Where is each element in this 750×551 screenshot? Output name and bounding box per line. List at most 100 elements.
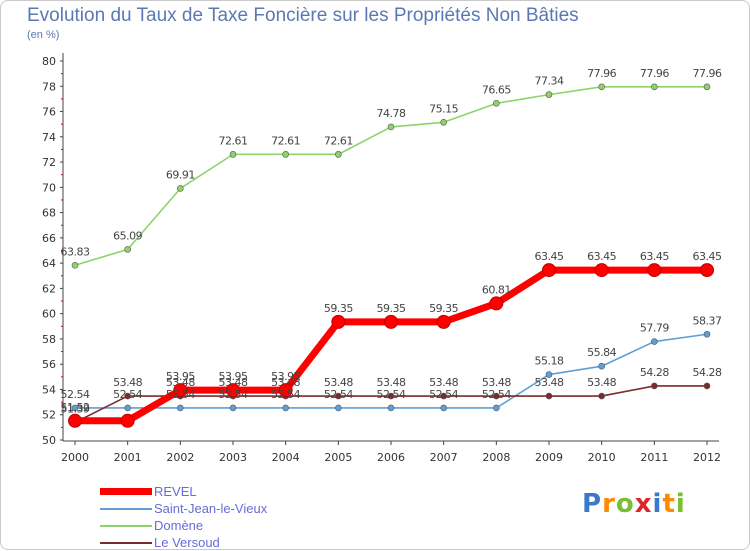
legend-swatch-revel (100, 488, 152, 495)
y-tick-label: 56 (42, 358, 56, 371)
data-point-saint-jean-le-vieux (493, 404, 500, 412)
data-label-le-versoud: 54.28 (693, 366, 722, 379)
data-point-revel (647, 263, 662, 278)
data-label-dom-ne: 77.34 (535, 75, 564, 88)
data-point-revel (700, 263, 714, 278)
data-label-dom-ne: 74.78 (377, 107, 406, 120)
data-point-revel (278, 383, 293, 398)
data-point-dom-ne (124, 246, 131, 253)
data-point-le-versoud (440, 392, 447, 400)
legend-label-revel: REVEL (154, 484, 197, 499)
x-tick-label: 2006 (377, 451, 405, 464)
data-label-le-versoud: 53.48 (482, 376, 511, 389)
y-tick-label: 68 (42, 207, 56, 220)
data-point-dom-ne (282, 151, 289, 158)
data-label-revel: 63.45 (535, 250, 564, 263)
x-tick-label: 2007 (430, 451, 458, 464)
data-label-le-versoud: 53.48 (587, 376, 616, 389)
data-label-saint-jean-le-vieux: 52.54 (429, 388, 458, 401)
x-tick-label: 2009 (535, 451, 563, 464)
legend-item-domene: Domène (100, 517, 267, 534)
x-tick-label: 2008 (482, 451, 510, 464)
data-label-saint-jean-le-vieux: 52.54 (113, 388, 142, 401)
data-label-dom-ne: 76.65 (482, 83, 511, 96)
data-point-dom-ne (545, 91, 553, 98)
data-point-saint-jean-le-vieux (229, 404, 237, 412)
data-label-le-versoud: 53.48 (429, 376, 458, 389)
logo-letter: r (602, 489, 616, 519)
data-label-revel: 63.45 (640, 250, 669, 263)
data-point-saint-jean-le-vieux (598, 362, 605, 370)
data-label-saint-jean-le-vieux: 55.18 (535, 355, 564, 368)
data-label-revel: 53.95 (219, 370, 248, 383)
y-tick-label: 52 (42, 409, 56, 422)
data-point-le-versoud (124, 392, 131, 400)
data-point-revel (436, 314, 451, 329)
y-tick-label: 58 (42, 333, 56, 346)
y-tick-label: 54 (42, 383, 56, 396)
data-point-saint-jean-le-vieux (651, 338, 658, 345)
data-label-dom-ne: 69.91 (166, 168, 195, 181)
data-label-saint-jean-le-vieux: 52.54 (324, 388, 353, 401)
series-points (68, 83, 714, 428)
data-point-dom-ne (335, 151, 342, 158)
x-tick-label: 2005 (324, 451, 352, 464)
data-label-dom-ne: 65.09 (113, 229, 142, 242)
legend-item-saint-jean-le-vieux: Saint-Jean-le-Vieux (100, 500, 267, 517)
logo-letter: P (582, 489, 603, 519)
data-label-revel: 53.95 (166, 370, 195, 383)
data-label-saint-jean-le-vieux: 58.37 (693, 314, 722, 327)
chart-axes: 50 52 54 56 58 60 62 64 66 68 70 72 74 76 78 80 2000 2001… (42, 53, 721, 464)
data-label-le-versoud: 54.28 (640, 366, 669, 379)
data-label-saint-jean-le-vieux: 52.54 (482, 388, 511, 401)
legend-swatch-le-versoud (100, 541, 152, 544)
data-label-revel: 59.35 (429, 302, 458, 315)
data-point-revel (331, 314, 346, 329)
legend: REVEL Saint-Jean-le-Vieux Domène Le Vers… (100, 483, 267, 551)
data-point-saint-jean-le-vieux (71, 404, 79, 412)
legend-swatch-saint-jean-le-vieux (100, 507, 152, 510)
data-label-le-versoud: 53.48 (219, 376, 248, 389)
data-label-saint-jean-le-vieux: 52.54 (219, 388, 248, 401)
data-label-dom-ne: 75.15 (429, 102, 458, 115)
data-point-le-versoud (335, 392, 342, 400)
y-tick-label: 60 (42, 308, 56, 321)
data-point-dom-ne (71, 261, 79, 269)
y-tick-label: 50 (42, 434, 56, 447)
data-label-dom-ne: 72.61 (271, 134, 300, 147)
data-label-le-versoud: 53.48 (271, 376, 300, 389)
data-label-dom-ne: 77.96 (640, 67, 669, 80)
data-point-dom-ne (440, 118, 447, 126)
data-label-le-versoud: 53.48 (113, 376, 142, 389)
chart-title: Evolution du Taux de Taxe Foncière sur l… (27, 5, 579, 26)
legend-label-saint-jean-le-vieux: Saint-Jean-le-Vieux (154, 501, 268, 516)
y-tick-label: 76 (42, 106, 56, 119)
logo-letter: x (634, 489, 653, 519)
data-point-dom-ne (229, 151, 237, 158)
data-label-revel: 60.81 (482, 283, 511, 296)
data-label-saint-jean-le-vieux: 52.54 (166, 388, 195, 401)
logo-letter: i (652, 489, 663, 519)
data-label-dom-ne: 63.83 (61, 245, 90, 258)
x-tick-label: 2001 (114, 451, 142, 464)
data-point-saint-jean-le-vieux (387, 404, 395, 412)
x-tick-label: 2004 (272, 451, 300, 464)
x-tick-label: 2000 (61, 451, 89, 464)
data-label-dom-ne: 77.96 (587, 67, 616, 80)
data-point-saint-jean-le-vieux (177, 404, 184, 412)
x-tick-label: 2002 (166, 451, 194, 464)
proxiti-logo: Proxiti (582, 489, 686, 519)
data-point-le-versoud (545, 392, 553, 400)
data-point-dom-ne (651, 83, 658, 91)
data-point-dom-ne (177, 185, 184, 192)
data-label-revel: 51.52 (61, 401, 90, 414)
logo-letter: o (615, 489, 635, 519)
y-tick-label: 62 (42, 282, 56, 295)
x-tick-label: 2011 (640, 451, 668, 464)
data-point-le-versoud (651, 382, 658, 390)
y-tick-label: 80 (42, 55, 56, 68)
data-label-revel: 63.45 (693, 250, 722, 263)
legend-item-revel: REVEL (100, 483, 267, 500)
data-point-revel (226, 383, 240, 398)
